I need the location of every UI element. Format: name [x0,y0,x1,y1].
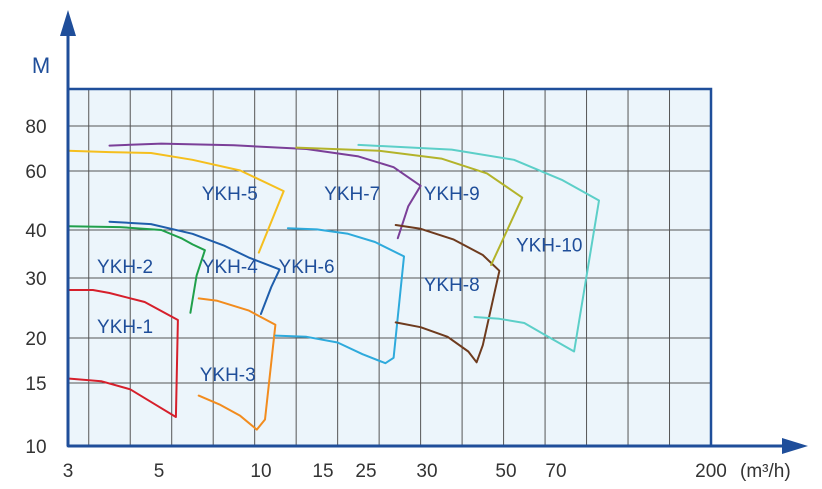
y-tick-label: 40 [25,221,46,242]
label-ykh-4: YKH-4 [202,257,258,278]
x-tick-label: 70 [545,461,566,482]
y-tick-label: 10 [25,437,46,458]
label-ykh-9: YKH-9 [424,184,480,205]
label-ykh-5: YKH-5 [202,184,258,205]
x-tick-labels: 3 5 10 15 25 30 50 70 200 [63,461,727,482]
label-ykh-10: YKH-10 [516,235,583,256]
y-tick-label: 20 [25,329,46,350]
performance-curves [67,142,600,431]
y-tick-label: 30 [25,269,46,290]
label-ykh-2: YKH-2 [97,257,153,278]
x-tick-label: 200 [695,461,727,482]
plot-area [68,89,711,446]
label-ykh-7: YKH-7 [324,184,380,205]
label-ykh-8: YKH-8 [424,275,480,296]
model-labels: YKH-1 YKH-2 YKH-3 YKH-4 YKH-5 YKH-6 YKH-7 YKH-8… [97,184,582,386]
label-ykh-1: YKH-1 [97,317,153,338]
x-tick-label: 5 [154,461,165,482]
x-axis-arrow-icon [782,438,808,454]
curve-ykh-10 [357,143,600,353]
curve-ykh-3 [197,297,277,431]
curve-ykh-6 [274,227,405,365]
y-tick-label: 60 [25,162,46,183]
curve-ykh-5 [67,149,285,254]
y-axis-title: M [32,53,50,78]
curve-ykh-9 [295,146,524,266]
x-tick-label: 3 [63,461,74,482]
curve-ykh-2 [67,225,206,314]
label-ykh-6: YKH-6 [279,257,335,278]
y-tick-labels: 10 15 20 30 40 60 80 [25,117,46,458]
label-ykh-3: YKH-3 [200,365,256,386]
curve-ykh-8 [394,224,501,364]
curve-ykh-1 [67,289,179,418]
x-tick-label: 50 [495,461,516,482]
y-axis-arrow-icon [60,10,76,36]
x-tick-label: 25 [355,461,376,482]
x-axis-unit: (m³/h) [740,461,791,482]
curve-ykh-7 [108,142,422,240]
y-tick-label: 80 [25,117,46,138]
x-tick-label: 15 [312,461,333,482]
x-tick-label: 30 [416,461,437,482]
curve-ykh-4 [108,220,281,315]
y-tick-label: 15 [25,374,46,395]
x-tick-label: 10 [250,461,271,482]
